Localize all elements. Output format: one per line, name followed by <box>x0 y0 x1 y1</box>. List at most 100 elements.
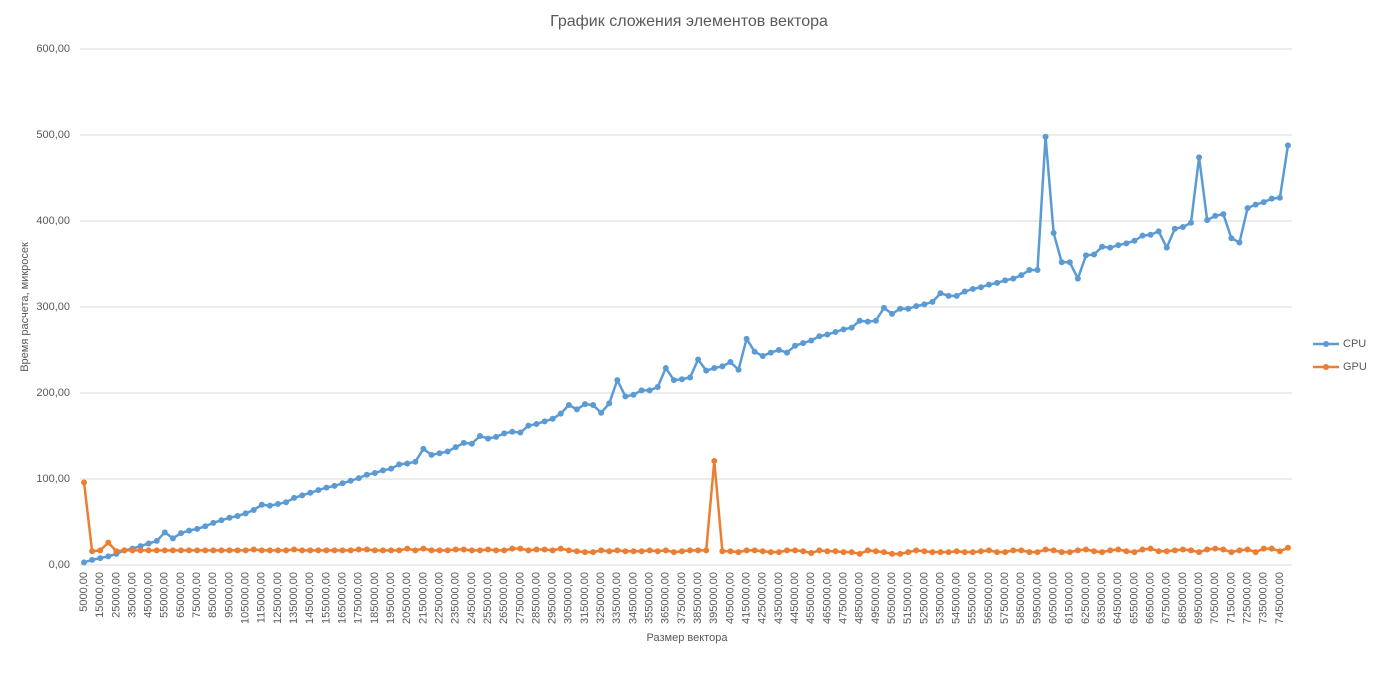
x-tick-label: 465000,00 <box>821 572 833 624</box>
legend-marker <box>1323 341 1329 347</box>
data-point <box>380 547 386 554</box>
data-point <box>460 546 467 553</box>
data-point <box>549 415 556 422</box>
x-tick-label: 575000,00 <box>999 572 1011 624</box>
x-tick-label: 725000,00 <box>1241 572 1253 624</box>
data-point <box>250 506 257 513</box>
legend-label: CPU <box>1343 338 1366 350</box>
data-point <box>299 547 306 554</box>
x-tick-label: 155000,00 <box>320 572 332 624</box>
data-point <box>695 356 702 363</box>
data-point <box>428 547 435 554</box>
data-point <box>355 546 362 553</box>
data-point <box>161 547 168 554</box>
x-tick-label: 485000,00 <box>854 572 866 624</box>
x-tick-label: 545000,00 <box>951 572 963 624</box>
data-point <box>784 547 790 554</box>
data-point <box>638 548 645 555</box>
data-point <box>81 479 88 486</box>
data-point <box>921 301 928 308</box>
data-point <box>388 547 395 554</box>
data-point <box>582 401 588 408</box>
data-point <box>129 547 136 554</box>
x-tick-label: 25000,00 <box>110 572 122 618</box>
data-point <box>614 547 621 554</box>
data-point <box>1018 272 1025 279</box>
x-tick-label: 315000,00 <box>579 572 591 624</box>
x-tick-label: 665000,00 <box>1145 572 1157 624</box>
data-point <box>525 547 532 554</box>
data-point <box>105 539 112 546</box>
data-point <box>323 484 330 491</box>
x-tick-label: 605000,00 <box>1048 572 1060 624</box>
data-point <box>630 548 637 555</box>
x-tick-label: 745000,00 <box>1274 572 1286 624</box>
x-tick-label: 695000,00 <box>1193 572 1205 624</box>
data-point <box>557 545 564 552</box>
data-point <box>1131 549 1138 556</box>
x-tick-label: 365000,00 <box>660 572 672 624</box>
data-point <box>573 406 580 413</box>
data-point <box>331 547 338 554</box>
data-point <box>961 288 968 295</box>
data-point <box>670 377 677 384</box>
x-tick-label: 375000,00 <box>676 572 688 624</box>
data-point <box>242 510 249 517</box>
data-point <box>1107 244 1114 251</box>
data-point <box>1082 546 1089 553</box>
data-point <box>307 547 314 554</box>
data-point <box>509 428 516 435</box>
data-point <box>678 548 685 555</box>
x-tick-label: 235000,00 <box>450 572 462 624</box>
data-point <box>1131 237 1138 244</box>
data-point <box>872 548 879 555</box>
data-point <box>380 467 386 474</box>
data-point <box>81 559 88 566</box>
x-tick-label: 445000,00 <box>789 572 801 624</box>
data-point <box>509 545 516 552</box>
data-point <box>1260 545 1267 552</box>
data-point <box>501 430 508 437</box>
data-point <box>913 547 920 554</box>
data-point <box>1074 547 1081 554</box>
data-point <box>703 367 710 374</box>
data-point <box>420 445 427 452</box>
data-point <box>1002 549 1009 556</box>
data-point <box>905 549 912 556</box>
data-point <box>1042 133 1049 140</box>
data-point <box>1034 549 1041 556</box>
data-point <box>565 402 572 409</box>
data-point <box>1058 259 1065 266</box>
data-point <box>848 324 855 331</box>
data-point <box>396 547 403 554</box>
x-tick-label: 455000,00 <box>805 572 817 624</box>
x-tick-label: 75000,00 <box>191 572 203 618</box>
data-point <box>646 387 653 394</box>
data-point <box>210 519 217 526</box>
x-tick-label: 405000,00 <box>724 572 736 624</box>
data-point <box>840 549 847 556</box>
data-point <box>323 547 330 554</box>
data-point <box>792 342 799 349</box>
data-point <box>1018 547 1025 554</box>
x-tick-label: 65000,00 <box>175 572 187 618</box>
data-point <box>880 549 887 556</box>
x-tick-label: 645000,00 <box>1112 572 1124 624</box>
data-point <box>202 523 209 530</box>
x-tick-label: 255000,00 <box>482 572 494 624</box>
x-tick-label: 325000,00 <box>595 572 607 624</box>
data-point <box>444 448 451 455</box>
data-point <box>743 547 750 554</box>
data-point <box>759 353 766 360</box>
data-point <box>880 304 887 311</box>
x-tick-label: 565000,00 <box>983 572 995 624</box>
data-point <box>719 363 726 370</box>
data-point <box>137 547 144 554</box>
data-point <box>800 548 807 555</box>
data-point <box>630 391 637 398</box>
data-point <box>735 366 742 373</box>
data-point <box>339 480 346 487</box>
data-point <box>775 549 782 556</box>
